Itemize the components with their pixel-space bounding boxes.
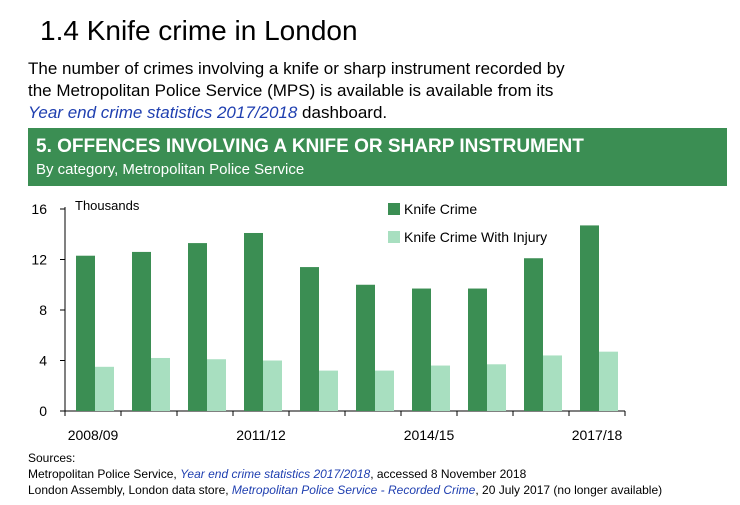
bar-knife-crime-with-injury-0 — [95, 366, 114, 411]
y-tick-label-3: 12 — [31, 252, 47, 268]
bar-knife-crime-with-injury-4 — [319, 370, 338, 411]
y-tick-label-4: 16 — [31, 201, 47, 217]
bar-knife-crime-8 — [524, 258, 543, 411]
chart-title: 5. OFFENCES INVOLVING A KNIFE OR SHARP I… — [36, 136, 584, 157]
bar-knife-crime-with-injury-7 — [487, 364, 506, 411]
y-axis-label: Thousands — [75, 198, 140, 213]
intro-line-1: The number of crimes involving a knife o… — [28, 59, 565, 78]
bar-knife-crime-5 — [356, 284, 375, 411]
legend-label-1: Knife Crime With Injury — [404, 229, 547, 245]
x-tick-label-9: 2017/18 — [572, 427, 623, 443]
bar-knife-crime-with-injury-5 — [375, 370, 394, 411]
sources: Sources: Metropolitan Police Service, Ye… — [28, 450, 662, 498]
sources-label: Sources: — [28, 451, 76, 465]
bar-chart: Thousands 0 4 8 12 16 2008/09 2011/12 2014/15 201… — [31, 198, 626, 443]
bar-knife-crime-with-injury-6 — [431, 365, 450, 411]
y-tick-label-2: 8 — [39, 302, 47, 318]
bar-knife-crime-7 — [468, 288, 487, 411]
bar-knife-crime-with-injury-3 — [263, 360, 282, 411]
source-2-suffix: , 20 July 2017 (no longer available) — [475, 483, 663, 497]
bar-knife-crime-4 — [300, 267, 319, 411]
bar-knife-crime-3 — [244, 232, 263, 411]
legend-swatch-0 — [388, 203, 400, 215]
source-2-prefix: London Assembly, London data store, — [28, 483, 232, 497]
bar-knife-crime-with-injury-2 — [207, 359, 226, 411]
dashboard-link[interactable]: Year end crime statistics 2017/2018 — [28, 103, 298, 122]
bar-knife-crime-9 — [580, 225, 599, 411]
bar-knife-crime-with-injury-1 — [151, 357, 170, 411]
x-tick-label-3: 2011/12 — [236, 427, 286, 443]
intro-line-3-rest: dashboard. — [297, 103, 388, 122]
source-line-2: London Assembly, London data store, Metr… — [28, 482, 662, 498]
bar-knife-crime-with-injury-9 — [599, 351, 618, 411]
source-1-link[interactable]: Year end crime statistics 2017/2018 — [180, 467, 371, 481]
bar-knife-crime-1 — [132, 251, 151, 411]
source-line-1: Metropolitan Police Service, Year end cr… — [28, 466, 662, 482]
bar-knife-crime-with-injury-8 — [543, 355, 562, 411]
chart-subtitle: By category, Metropolitan Police Service — [36, 161, 305, 178]
source-1-suffix: , accessed 8 November 2018 — [370, 467, 527, 481]
page-title: 1.4 Knife crime in London — [40, 15, 358, 46]
source-1-prefix: Metropolitan Police Service, — [28, 467, 181, 481]
legend-swatch-1 — [388, 231, 400, 243]
intro-paragraph: The number of crimes involving a knife o… — [28, 58, 728, 124]
y-tick-label-0: 0 — [39, 403, 47, 419]
intro-line-3: Year end crime statistics 2017/2018 dash… — [28, 102, 728, 124]
y-tick-label-1: 4 — [39, 353, 47, 369]
bar-knife-crime-0 — [76, 255, 95, 411]
bar-knife-crime-6 — [412, 288, 431, 411]
chart-banner: 5. OFFENCES INVOLVING A KNIFE OR SHARP I… — [28, 128, 727, 186]
x-tick-label-0: 2008/09 — [68, 427, 119, 443]
intro-line-2: the Metropolitan Police Service (MPS) is… — [28, 81, 554, 100]
bar-knife-crime-2 — [188, 243, 207, 411]
legend-label-0: Knife Crime — [404, 201, 477, 217]
source-2-link[interactable]: Metropolitan Police Service - Recorded C… — [231, 483, 476, 497]
x-tick-label-6: 2014/15 — [404, 427, 455, 443]
